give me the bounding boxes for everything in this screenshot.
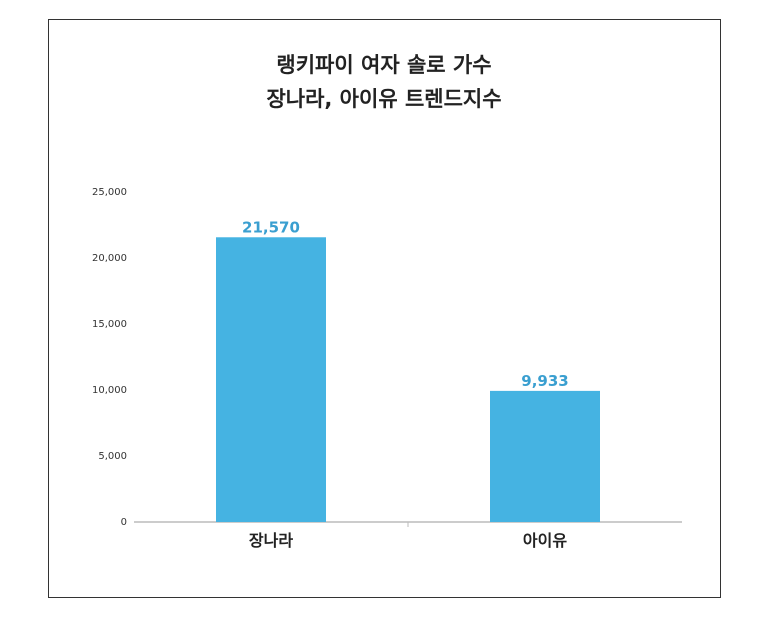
data-label-2: 9,933 (521, 372, 568, 390)
data-label-1: 21,570 (242, 218, 300, 236)
y-tick-label: 10,000 (92, 385, 127, 396)
chart-frame (48, 19, 721, 598)
y-tick-label: 20,000 (92, 253, 127, 264)
x-category-label: 아이유 (523, 531, 567, 550)
chart-title: 랭키파이 여자 솔로 가수 장나라, 아이유 트렌드지수 (0, 48, 768, 116)
y-tick-label: 0 (121, 517, 127, 528)
y-tick-label: 5,000 (98, 451, 127, 462)
chart-title-line-2: 장나라, 아이유 트렌드지수 (266, 87, 502, 111)
bar-1 (216, 237, 326, 522)
x-category-label: 장나라 (249, 531, 293, 550)
y-axis: 0 5,000 10,000 15,000 20,000 25,000 (92, 187, 127, 528)
chart-title-line-1: 랭키파이 여자 솔로 가수 (276, 53, 492, 77)
bars-group: 21,570 장나라 9,933 아이유 (216, 218, 600, 550)
y-tick-label: 15,000 (92, 319, 127, 330)
bar-2 (490, 390, 600, 522)
y-tick-label: 25,000 (92, 187, 127, 198)
